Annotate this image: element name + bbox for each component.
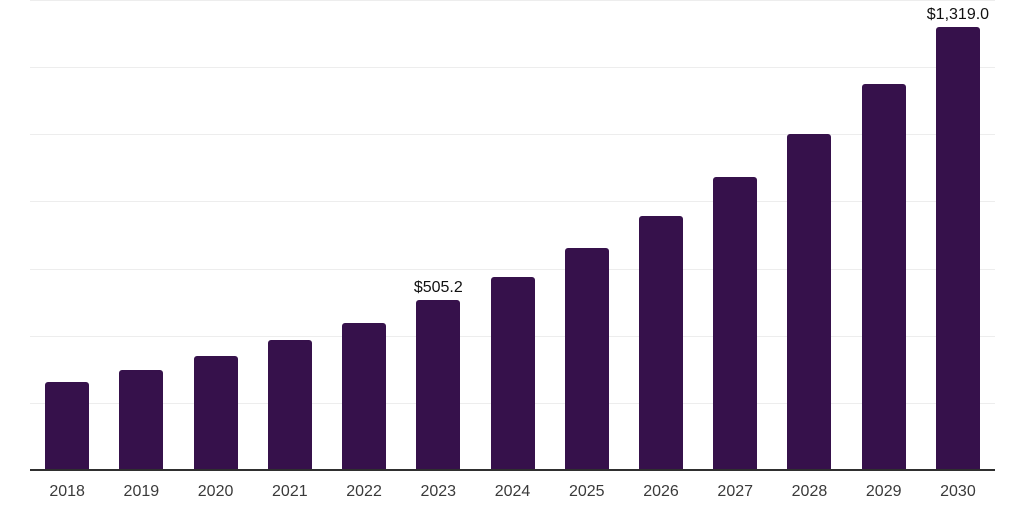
bar-slot (847, 0, 921, 470)
bars-row: $505.2 $1,319.0 (30, 0, 995, 470)
x-tick-label: 2021 (272, 483, 308, 500)
bar-2029 (861, 83, 906, 470)
bar-2027 (713, 177, 758, 470)
x-tick-label: 2019 (123, 483, 160, 500)
bar-2022 (342, 322, 387, 470)
gridline (30, 67, 995, 69)
x-tick-label: 2030 (940, 483, 976, 500)
x-tick-label: 2023 (420, 483, 457, 500)
bar-slot (104, 0, 178, 470)
bar-2028 (787, 134, 832, 470)
x-tick-label: 2024 (494, 483, 531, 500)
bar-2026 (638, 215, 683, 470)
bar-2023 (416, 300, 461, 470)
x-axis-line (30, 469, 995, 471)
bar-slot (624, 0, 698, 470)
bar-2018 (45, 381, 90, 470)
plot-area: $505.2 $1,319.0 (30, 0, 995, 471)
bar-slot: $505.2 (401, 0, 475, 470)
bar-2021 (267, 339, 312, 470)
bar-2024 (490, 276, 535, 470)
x-tick-label: 2018 (49, 483, 85, 500)
x-tick-label: 2029 (865, 483, 902, 500)
bar-2025 (564, 248, 609, 470)
bar-slot (475, 0, 549, 470)
bar-slot (327, 0, 401, 470)
x-axis-labels: 2018 2019 2020 2021 2022 2023 2024 2025 2026 2027… (30, 483, 995, 501)
bar-slot (30, 0, 104, 470)
x-tick-label: 2022 (346, 483, 382, 500)
gridline (30, 134, 995, 136)
bar-slot: $1,319.0 (921, 0, 995, 470)
bar-value-label: $505.2 (413, 278, 463, 296)
bar-2019 (119, 369, 164, 470)
x-tick-label: 2020 (197, 483, 234, 500)
bar-2020 (193, 355, 238, 470)
gridline (30, 201, 995, 203)
bar-slot (772, 0, 846, 470)
x-tick-label: 2026 (643, 483, 679, 500)
bar-slot (550, 0, 624, 470)
x-tick-label: 2027 (717, 483, 754, 500)
gridline (30, 268, 995, 270)
x-tick-label: 2028 (791, 483, 828, 500)
bar-slot (698, 0, 772, 470)
x-tick-label: 2025 (568, 483, 605, 500)
bar-value-label: $1,319.0 (926, 5, 990, 23)
gridline (30, 0, 995, 1)
bar-slot (178, 0, 252, 470)
bar-2030 (935, 27, 980, 470)
bar-slot (253, 0, 327, 470)
